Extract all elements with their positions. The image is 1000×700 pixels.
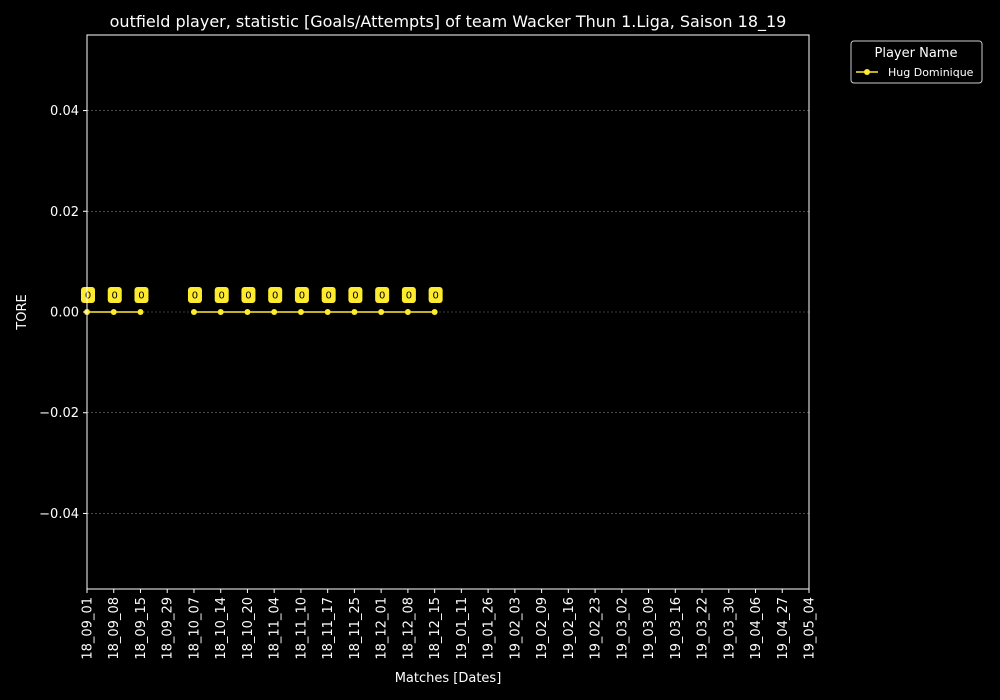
data-label: 0 — [352, 291, 358, 302]
y-tick-label: 0.00 — [50, 306, 79, 321]
data-label: 0 — [432, 291, 438, 302]
x-tick-label: 19_01_26 — [482, 597, 497, 660]
data-label-box — [241, 287, 256, 303]
data-label: 0 — [138, 291, 144, 302]
series-points — [84, 309, 438, 315]
chart-title: outfield player, statistic [Goals/Attemp… — [110, 12, 787, 32]
x-tick-label: 19_02_03 — [508, 597, 523, 660]
x-tick-label: 19_03_16 — [669, 597, 684, 660]
data-label-box — [321, 287, 336, 303]
data-point — [244, 309, 251, 315]
data-label-box — [134, 287, 149, 303]
data-label-box — [375, 287, 390, 303]
data-point — [297, 309, 304, 315]
data-point — [217, 309, 224, 315]
x-tick-label: 18_11_17 — [321, 597, 336, 660]
data-point — [137, 309, 144, 315]
x-tick-label: 19_03_30 — [722, 597, 737, 660]
y-tick-label: −0.02 — [39, 406, 79, 421]
data-point — [404, 309, 411, 315]
data-label: 0 — [379, 291, 385, 302]
data-label-box — [107, 287, 122, 303]
x-tick-label: 18_09_15 — [134, 597, 149, 660]
x-tick-label: 19_02_23 — [589, 597, 604, 660]
x-axis-label: Matches [Dates] — [395, 671, 502, 686]
legend-marker-swatch — [864, 69, 870, 75]
x-tick-label: 19_01_11 — [455, 597, 470, 660]
data-label-box — [214, 287, 229, 303]
x-tick-label: 18_10_20 — [241, 597, 256, 660]
x-tick-label: 19_05_04 — [803, 597, 818, 660]
x-tick-label: 18_10_14 — [214, 597, 229, 660]
x-tick-label: 18_10_07 — [187, 597, 202, 660]
data-label: 0 — [112, 291, 118, 302]
data-label: 0 — [245, 291, 251, 302]
data-point — [351, 309, 358, 315]
y-axis: −0.04 −0.02 0.00 0.02 0.04 — [39, 104, 87, 522]
data-point — [378, 309, 385, 315]
x-tick-label: 18_11_04 — [268, 597, 283, 660]
x-tick-label: 18_11_25 — [348, 597, 363, 660]
x-axis: 18_09_01 18_09_08 18_09_15 18_09_29 18_10_07… — [81, 589, 818, 660]
data-labels: 0 0 0 0 0 0 0 0 0 0 0 0 0 — [81, 287, 443, 303]
data-point — [324, 309, 331, 315]
data-label: 0 — [85, 291, 91, 302]
x-tick-label: 18_12_01 — [375, 597, 390, 660]
data-label-box — [187, 287, 202, 303]
y-tick-label: 0.02 — [50, 205, 79, 220]
data-label: 0 — [219, 291, 225, 302]
legend-title: Player Name — [875, 46, 958, 61]
y-tick-label: −0.04 — [39, 507, 79, 522]
data-label-box — [294, 287, 309, 303]
x-tick-label: 19_03_02 — [615, 597, 630, 660]
x-tick-label: 18_11_10 — [294, 597, 309, 660]
legend: Player Name Hug Dominique — [850, 40, 983, 84]
x-tick-label: 18_09_08 — [107, 597, 122, 660]
x-tick-label: 18_09_01 — [81, 597, 96, 660]
data-label-box — [401, 287, 416, 303]
data-point — [110, 309, 117, 315]
data-label-box — [81, 287, 95, 303]
y-tick-label: 0.04 — [50, 104, 79, 119]
x-tick-label: 19_02_09 — [535, 597, 550, 660]
data-label: 0 — [272, 291, 278, 302]
data-point — [431, 309, 438, 315]
x-tick-label: 19_02_16 — [562, 597, 577, 660]
data-label: 0 — [325, 291, 331, 302]
x-tick-label: 18_12_15 — [428, 597, 443, 660]
x-tick-label: 19_04_27 — [776, 597, 791, 660]
x-tick-label: 19_04_06 — [749, 597, 764, 660]
x-tick-label: 18_12_08 — [401, 597, 416, 660]
data-point — [190, 309, 197, 315]
legend-entry-label: Hug Dominique — [888, 66, 974, 79]
x-tick-label: 19_03_09 — [642, 597, 657, 660]
y-axis-label: TORE — [15, 294, 30, 330]
data-label: 0 — [192, 291, 198, 302]
x-tick-label: 18_09_29 — [161, 597, 176, 660]
data-label: 0 — [299, 291, 305, 302]
x-tick-label: 19_03_22 — [696, 597, 711, 660]
data-label-box — [348, 287, 363, 303]
data-label: 0 — [406, 291, 412, 302]
legend-box — [850, 40, 983, 84]
data-label-box — [268, 287, 283, 303]
data-point — [271, 309, 278, 315]
data-label-box — [428, 287, 443, 303]
